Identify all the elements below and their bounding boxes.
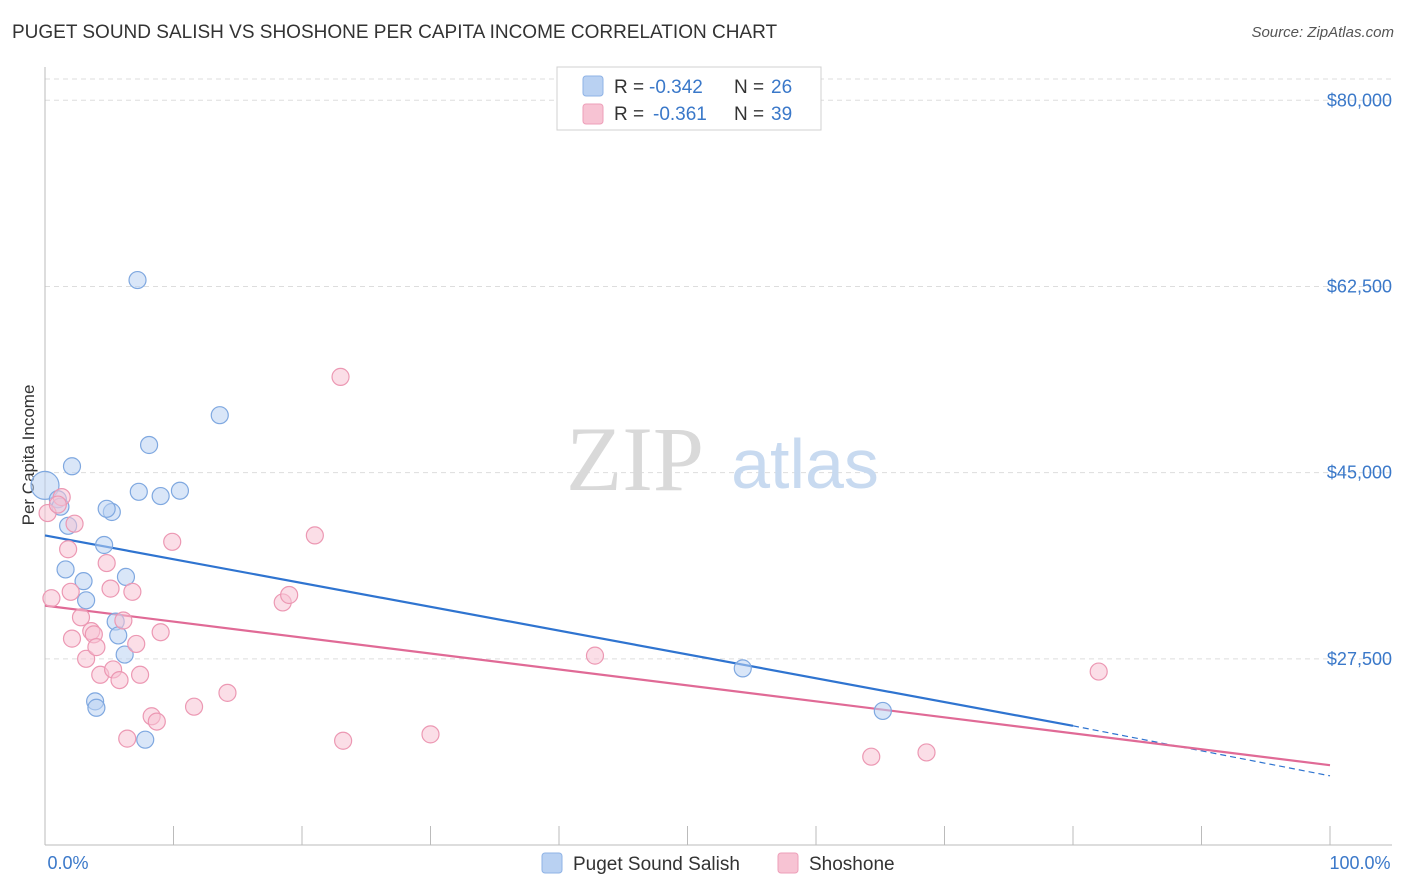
point-puget-sound-salish-6 <box>56 560 75 579</box>
bottom-legend-label-1: Puget Sound Salish <box>573 854 740 875</box>
point-shoshone-30 <box>305 526 324 545</box>
y-axis-label-group: Per Capita Income <box>19 385 38 526</box>
point-shoshone-27 <box>218 683 237 702</box>
point-shoshone-26 <box>184 697 204 716</box>
point-shoshone-13 <box>97 553 116 573</box>
point-shoshone-31 <box>331 367 350 386</box>
point-puget-sound-salish-8 <box>77 591 96 610</box>
point-shoshone-20 <box>127 634 146 654</box>
point-shoshone-1 <box>42 589 61 608</box>
point-shoshone-38 <box>48 495 67 514</box>
point-shoshone-11 <box>87 638 106 657</box>
bottom-legend-swatch-pink <box>777 852 799 874</box>
point-shoshone-8 <box>77 649 96 668</box>
stats-legend: R = -0.342 N = 26 R = -0.361 N = 39 <box>556 66 822 131</box>
point-puget-sound-salish-20 <box>210 406 229 425</box>
point-shoshone-14 <box>101 579 120 598</box>
legend-n-value-1: 26 <box>771 77 792 98</box>
point-shoshone-18 <box>118 729 137 748</box>
point-puget-sound-salish-17 <box>129 482 148 501</box>
point-puget-sound-salish-23 <box>733 659 752 678</box>
legend-swatch-pink <box>582 103 604 125</box>
point-shoshone-34 <box>585 646 605 665</box>
y-tick-labels: $27,500 $45,000 $62,500 $80,000 <box>1327 90 1392 669</box>
point-puget-sound-salish-15 <box>136 730 155 749</box>
y-tick-label-2: $62,500 <box>1327 276 1392 296</box>
data-points <box>30 270 1108 766</box>
point-shoshone-19 <box>123 582 142 601</box>
point-shoshone-25 <box>163 532 182 551</box>
point-shoshone-3 <box>59 540 78 559</box>
point-puget-sound-salish-5 <box>95 535 114 555</box>
x-tick-min: 0.0% <box>47 853 88 873</box>
legend-r-label-2: R = <box>614 104 644 125</box>
point-puget-sound-salish-16 <box>139 435 159 455</box>
watermark-zip: ZIP <box>566 408 704 510</box>
point-puget-sound-salish-12 <box>115 645 134 664</box>
point-shoshone-37 <box>1089 662 1108 681</box>
point-shoshone-35 <box>862 747 881 766</box>
chart-title: PUGET SOUND SALISH VS SHOSHONE PER CAPIT… <box>12 22 778 43</box>
y-tick-label-3: $80,000 <box>1327 90 1392 110</box>
trend-lines <box>44 534 1331 777</box>
point-puget-sound-salish-14 <box>128 270 147 290</box>
point-puget-sound-salish-19 <box>170 481 190 500</box>
watermark-atlas: atlas <box>731 425 879 503</box>
point-shoshone-24 <box>151 623 170 642</box>
y-tick-label-0: $27,500 <box>1327 649 1392 669</box>
point-shoshone-29 <box>280 585 299 605</box>
point-shoshone-7 <box>71 608 91 627</box>
point-shoshone-33 <box>421 725 440 744</box>
legend-swatch-blue <box>582 75 604 97</box>
bottom-legend-swatch-blue <box>541 852 563 874</box>
point-shoshone-36 <box>917 743 936 762</box>
legend-n-label-1: N = <box>734 77 764 98</box>
trend-line-puget-sound-salish <box>44 534 1074 727</box>
x-tick-max: 100.0% <box>1329 853 1390 873</box>
series-legend: Puget Sound Salish Shoshone <box>541 852 895 875</box>
trend-line-puget-sound-salish-extension <box>1072 725 1331 777</box>
y-axis-label: Per Capita Income <box>19 385 38 526</box>
bottom-legend-label-2: Shoshone <box>809 854 895 875</box>
legend-r-label-1: R = <box>614 77 644 98</box>
point-shoshone-16 <box>110 670 129 690</box>
point-puget-sound-salish-24 <box>873 701 892 721</box>
point-shoshone-17 <box>114 611 133 630</box>
point-puget-sound-salish-18 <box>151 486 170 506</box>
x-tick-labels: 0.0% 100.0% <box>47 853 1390 873</box>
legend-n-value-2: 39 <box>771 104 792 125</box>
watermark: ZIP atlas <box>566 408 879 510</box>
legend-n-label-2: N = <box>734 104 764 125</box>
legend-r-value-1: -0.342 <box>649 77 703 98</box>
point-shoshone-4 <box>65 514 84 533</box>
point-shoshone-23 <box>147 712 166 731</box>
point-puget-sound-salish-25 <box>97 499 116 518</box>
point-shoshone-21 <box>130 665 150 684</box>
source-label: Source: ZipAtlas.com <box>1251 24 1394 41</box>
legend-r-value-2: -0.361 <box>653 104 707 125</box>
point-puget-sound-salish-7 <box>74 572 93 591</box>
axes <box>44 67 1392 846</box>
point-shoshone-6 <box>62 629 82 648</box>
point-shoshone-32 <box>334 731 353 750</box>
point-puget-sound-salish-22 <box>87 698 106 717</box>
trend-line-shoshone <box>44 604 1331 767</box>
point-shoshone-5 <box>61 582 80 601</box>
y-tick-label-1: $45,000 <box>1327 463 1392 483</box>
point-puget-sound-salish-4 <box>62 457 82 476</box>
